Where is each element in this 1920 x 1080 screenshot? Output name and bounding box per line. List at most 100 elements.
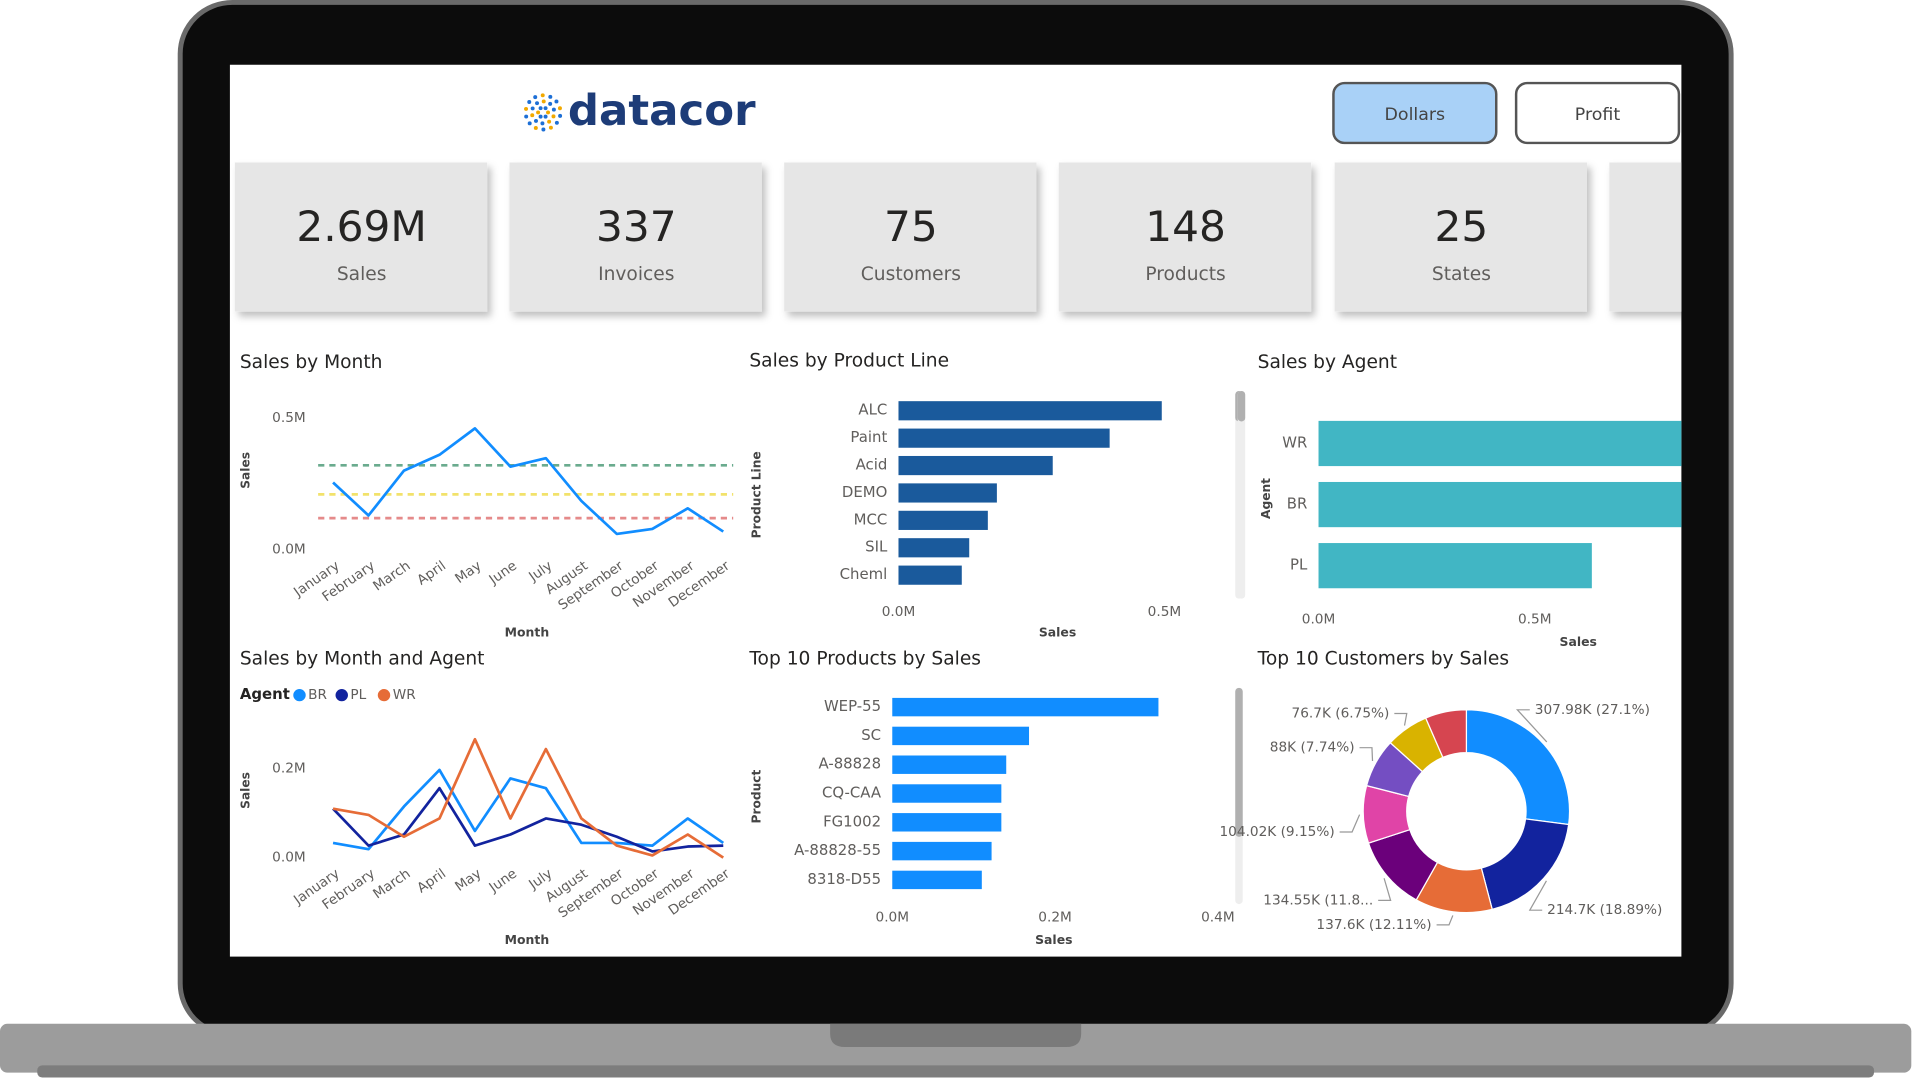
logo-dot: [538, 106, 543, 111]
legend-label: PL: [350, 687, 366, 703]
kpi-label: Products: [1145, 264, 1225, 285]
logo-dot: [536, 110, 541, 115]
kpi-card: [1334, 162, 1587, 312]
logo-dot: [541, 99, 546, 104]
bar: [898, 510, 988, 530]
chart-title: Sales by Month and Agent: [240, 649, 485, 670]
legend-marker: [377, 689, 391, 702]
y-axis-label: Product Line: [749, 451, 763, 538]
logo-dot: [527, 100, 532, 104]
kpi-label: States: [1432, 264, 1491, 285]
leader-line: [1436, 915, 1454, 926]
logo-dot: [535, 101, 540, 106]
y-tick-label: BR: [1287, 496, 1308, 513]
bar: [1318, 420, 1682, 467]
logo-dot: [538, 114, 543, 119]
logo-dot: [546, 110, 551, 115]
x-tick-label: 0.5M: [1518, 611, 1552, 627]
data-label: 104.02K (9.15%): [1220, 824, 1335, 840]
logo-dot: [530, 106, 535, 111]
data-label: 76.7K (6.75%): [1292, 706, 1390, 722]
logo-dot: [551, 114, 556, 119]
chart-title: Sales by Month: [240, 352, 383, 373]
chart-title: Sales by Product Line: [749, 351, 949, 372]
line-series: [332, 737, 725, 859]
x-tick-label: 0.2M: [1038, 910, 1072, 926]
legend-marker: [293, 689, 306, 702]
logo-dot: [540, 93, 545, 98]
logo-dot: [548, 125, 553, 130]
chart-title: Top 10 Products by Sales: [748, 649, 981, 670]
logo-dot: [557, 106, 562, 111]
x-tick-label: 0.0M: [1302, 611, 1336, 627]
toggle-button-label[interactable]: Dollars: [1385, 105, 1446, 125]
logo-dot: [548, 101, 553, 106]
y-tick-label: MCC: [854, 511, 888, 528]
y-tick-label: Paint: [850, 429, 887, 446]
logo-dot: [524, 106, 529, 111]
logo-dot: [527, 121, 532, 126]
y-axis-label: Sales: [238, 452, 252, 489]
scrollbar-track: [1237, 390, 1246, 599]
y-tick-label: A-88828-55: [794, 842, 881, 859]
toggle-button[interactable]: [1332, 81, 1498, 145]
x-axis-label: Month: [505, 625, 550, 639]
y-tick-label: 0.2M: [272, 761, 306, 777]
logo-dot: [541, 127, 546, 132]
bar: [1318, 543, 1592, 589]
data-label: 307.98K (27.1%): [1535, 702, 1650, 718]
kpi-label: Sales: [337, 264, 387, 285]
kpi-value: 75: [884, 202, 938, 251]
kpi-value: 2.69M: [296, 202, 426, 251]
bar: [898, 455, 1053, 476]
data-label: 137.6K (12.11%): [1316, 917, 1431, 933]
y-tick-label: 8318-D55: [807, 871, 881, 888]
bar: [892, 813, 1002, 832]
kpi-value: 25: [1435, 202, 1489, 251]
legend-label: WR: [393, 687, 417, 703]
kpi-card: [234, 162, 488, 312]
y-tick-label: FG1002: [823, 813, 881, 830]
kpi-value: 148: [1145, 202, 1226, 251]
bar: [898, 428, 1110, 448]
bar: [898, 401, 1162, 421]
kpi-card: [1058, 162, 1312, 312]
logo-dot: [533, 118, 538, 123]
data-label: 214.7K (18.89%): [1547, 902, 1662, 918]
laptop-base: [0, 1023, 1912, 1073]
leader-line: [1359, 747, 1374, 762]
kpi-card: [509, 162, 762, 312]
logo-dot: [547, 119, 552, 124]
y-tick-label: 0.5M: [272, 410, 306, 426]
x-tick-label: 0.0M: [882, 604, 916, 620]
chart-title: Top 10 Customers by Sales: [1257, 649, 1509, 670]
scrollbar-thumb: [1235, 687, 1243, 837]
bar: [892, 697, 1159, 717]
bar: [898, 538, 970, 558]
data-label: 134.55K (11.8...: [1263, 892, 1373, 908]
logo-dot: [551, 107, 556, 112]
bar: [1318, 481, 1682, 528]
bar: [892, 726, 1030, 746]
x-axis-label: Sales: [1560, 635, 1597, 649]
bar: [892, 784, 1002, 803]
leader-line: [1339, 814, 1361, 833]
y-tick-label: SC: [861, 727, 881, 744]
x-tick-label: 0.4M: [1201, 910, 1235, 926]
kpi-label: Invoices: [598, 264, 674, 285]
logo-dot: [524, 114, 529, 119]
y-tick-label: CQ-CAA: [822, 785, 881, 802]
y-tick-label: 0.0M: [272, 850, 306, 866]
logo-dot: [554, 120, 559, 125]
logo-dot: [543, 106, 548, 111]
y-axis-label: Agent: [1259, 478, 1273, 519]
toggle-button[interactable]: [1514, 81, 1681, 145]
scrollbar-thumb: [1237, 390, 1246, 422]
x-tick-label: 0.5M: [1148, 604, 1182, 620]
x-axis-label: Month: [505, 933, 550, 947]
y-axis-label: Sales: [238, 772, 252, 809]
kpi-card: [1609, 162, 1682, 312]
logo-text: datacor: [568, 86, 756, 136]
toggle-button-label[interactable]: Profit: [1575, 105, 1621, 125]
